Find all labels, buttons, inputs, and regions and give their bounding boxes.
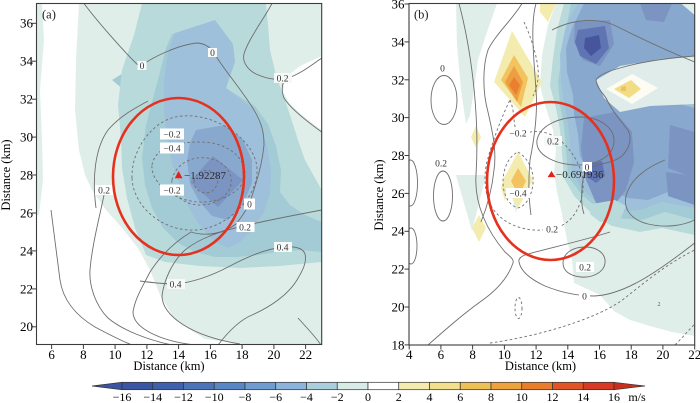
svg-text:20: 20 — [20, 319, 33, 334]
svg-text:26: 26 — [392, 186, 406, 201]
svg-text:−0.2: −0.2 — [163, 187, 180, 197]
svg-text:−0.2: −0.2 — [509, 130, 526, 140]
svg-text:34: 34 — [392, 35, 406, 50]
svg-text:6: 6 — [457, 390, 463, 403]
svg-text:0.2: 0.2 — [546, 226, 558, 236]
svg-text:0.2: 0.2 — [239, 223, 251, 233]
svg-text:16: 16 — [593, 347, 607, 362]
svg-text:−6: −6 — [269, 390, 282, 403]
svg-text:30: 30 — [20, 130, 33, 145]
svg-text:0.4: 0.4 — [277, 244, 289, 254]
svg-text:20: 20 — [656, 347, 669, 362]
svg-text:0: 0 — [247, 201, 252, 211]
svg-text:4: 4 — [406, 347, 413, 362]
svg-text:12: 12 — [547, 390, 559, 403]
svg-text:12: 12 — [140, 347, 153, 362]
svg-text:18: 18 — [625, 347, 638, 362]
svg-text:−0.4: −0.4 — [509, 190, 526, 200]
svg-text:−10: −10 — [205, 390, 224, 403]
svg-text:32: 32 — [20, 92, 33, 107]
svg-text:Distance (km): Distance (km) — [505, 359, 576, 373]
svg-text:16: 16 — [204, 347, 218, 362]
svg-text:0.2: 0.2 — [435, 160, 447, 170]
svg-text:24: 24 — [20, 244, 34, 259]
svg-text:0.2: 0.2 — [98, 187, 110, 197]
svg-text:−0.4: −0.4 — [163, 145, 180, 155]
svg-text:36: 36 — [20, 16, 34, 31]
svg-text:−14: −14 — [143, 390, 162, 403]
svg-text:16: 16 — [608, 390, 620, 403]
svg-text:4: 4 — [427, 390, 433, 403]
svg-text:0: 0 — [582, 293, 587, 303]
svg-text:Distance (km): Distance (km) — [0, 139, 13, 210]
svg-text:−0.691936: −0.691936 — [556, 169, 604, 181]
svg-text:0: 0 — [210, 49, 215, 59]
svg-text:8: 8 — [80, 347, 87, 362]
svg-text:(b): (b) — [414, 8, 429, 22]
svg-text:30: 30 — [392, 110, 405, 125]
svg-text:14: 14 — [561, 347, 575, 362]
svg-text:22: 22 — [299, 347, 312, 362]
svg-text:−12: −12 — [174, 390, 193, 403]
svg-text:0: 0 — [440, 65, 445, 75]
svg-text:−4: −4 — [300, 390, 313, 403]
svg-text:28: 28 — [20, 168, 33, 183]
svg-text:m/s: m/s — [628, 390, 646, 403]
svg-text:22: 22 — [688, 347, 700, 362]
svg-text:Distance (km): Distance (km) — [372, 159, 386, 230]
svg-text:14: 14 — [577, 390, 589, 403]
svg-text:0.2: 0.2 — [547, 138, 559, 148]
svg-text:0: 0 — [365, 390, 371, 403]
svg-text:8: 8 — [488, 390, 494, 403]
svg-text:28: 28 — [392, 148, 405, 163]
svg-text:8: 8 — [469, 347, 476, 362]
svg-text:26: 26 — [20, 206, 34, 221]
svg-text:−2: −2 — [331, 390, 344, 403]
svg-text:10: 10 — [109, 347, 122, 362]
svg-text:24: 24 — [392, 224, 406, 239]
svg-text:10: 10 — [498, 347, 511, 362]
svg-text:12: 12 — [530, 347, 543, 362]
svg-text:−0.2: −0.2 — [163, 131, 180, 141]
svg-text:14: 14 — [172, 347, 186, 362]
svg-text:10: 10 — [516, 390, 528, 403]
svg-text:20: 20 — [392, 300, 405, 315]
svg-text:(a): (a) — [42, 8, 56, 22]
svg-text:−16: −16 — [113, 390, 132, 403]
svg-text:0.4: 0.4 — [170, 281, 182, 291]
svg-text:2: 2 — [658, 302, 661, 308]
svg-text:22: 22 — [392, 262, 405, 277]
svg-text:0.2: 0.2 — [579, 264, 591, 274]
svg-text:0: 0 — [140, 62, 145, 72]
svg-text:−8: −8 — [239, 390, 252, 403]
svg-text:Distance (km): Distance (km) — [133, 359, 204, 373]
svg-text:34: 34 — [20, 54, 34, 69]
svg-text:0: 0 — [585, 163, 590, 173]
svg-text:18: 18 — [392, 338, 405, 353]
svg-text:22: 22 — [20, 282, 33, 297]
svg-text:32: 32 — [392, 73, 405, 88]
svg-text:2: 2 — [396, 390, 402, 403]
svg-text:−1.92287: −1.92287 — [184, 170, 226, 182]
svg-text:0.2: 0.2 — [277, 75, 289, 85]
svg-text:6: 6 — [438, 347, 445, 362]
svg-text:36: 36 — [392, 0, 406, 12]
svg-text:20: 20 — [267, 347, 280, 362]
svg-text:6: 6 — [48, 347, 55, 362]
svg-text:18: 18 — [236, 347, 249, 362]
